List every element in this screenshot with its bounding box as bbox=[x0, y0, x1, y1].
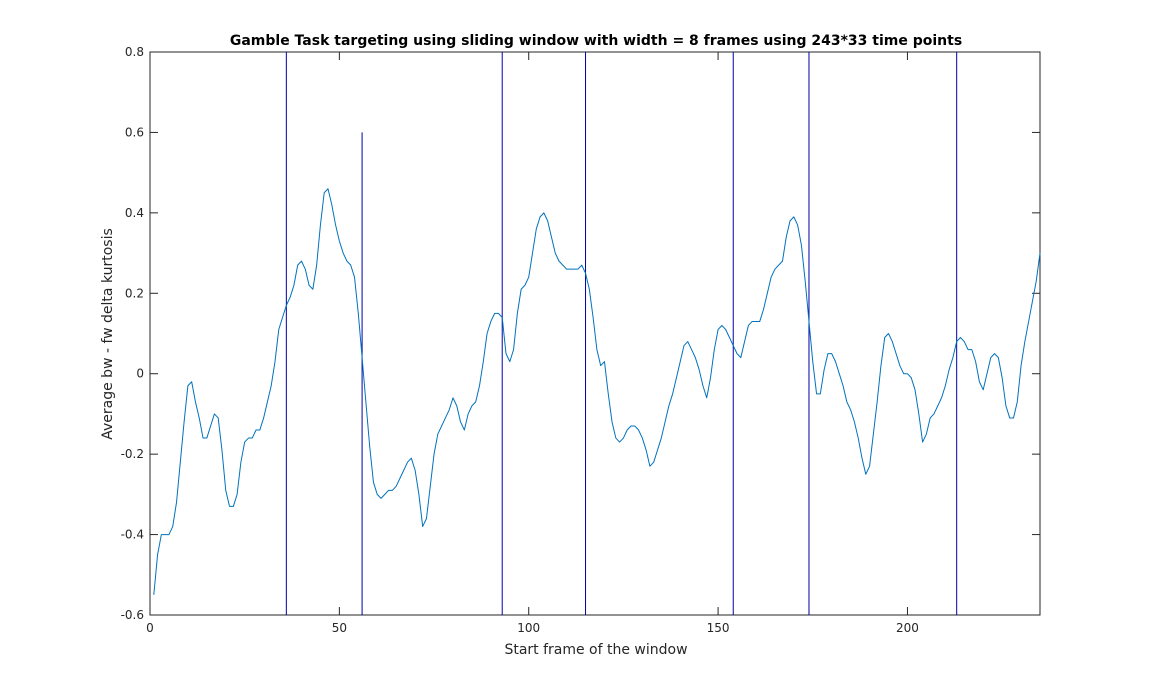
plot-area: 0 50 100 150 200 -0.6 -0.4 -0.2 0 0.2 0.4 0.6 0.8 bbox=[121, 45, 1041, 635]
x-tick-label: 100 bbox=[517, 621, 540, 635]
y-tick-label: -0.4 bbox=[121, 528, 144, 542]
y-tick-label: 0.4 bbox=[125, 206, 144, 220]
y-axis-label: Average bw - fw delta kurtosis bbox=[100, 228, 116, 440]
x-tick-label: 0 bbox=[146, 621, 154, 635]
axes-box bbox=[149, 51, 1041, 616]
x-tick-label: 150 bbox=[707, 621, 730, 635]
y-tick-label: 0.6 bbox=[125, 125, 144, 139]
x-tick-label: 200 bbox=[896, 621, 919, 635]
y-tick-label: 0.8 bbox=[125, 45, 144, 59]
y-tick-label: 0.2 bbox=[125, 286, 144, 300]
y-tick-label: -0.6 bbox=[121, 608, 144, 622]
y-tick-label: -0.2 bbox=[121, 447, 144, 461]
chart-title: Gamble Task targeting using sliding wind… bbox=[230, 33, 962, 49]
x-tick-label: 50 bbox=[332, 621, 347, 635]
series-line bbox=[153, 188, 1041, 595]
x-axis-label: Start frame of the window bbox=[504, 642, 687, 658]
y-tick-label: 0 bbox=[136, 367, 144, 381]
